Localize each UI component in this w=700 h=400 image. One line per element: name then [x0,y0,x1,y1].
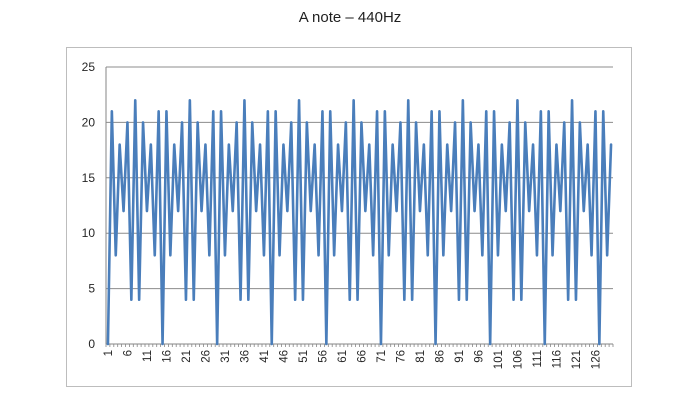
x-tick-label: 1 [103,350,115,356]
y-tick-label: 20 [82,115,96,129]
x-tick-label: 76 [395,350,407,363]
x-tick-label: 21 [181,350,193,363]
y-tick-label: 10 [82,226,96,240]
x-tick-label: 61 [337,350,349,363]
x-tick-label: 26 [200,350,212,363]
x-tick-label: 6 [122,350,134,356]
x-tick-label: 116 [551,350,563,368]
chart-title: A note – 440Hz [298,9,402,26]
x-axis: 1 6 11 16 21 26 31 36 41 46 51 56 61 66 71 76 81 86 91 96 10… [103,344,614,369]
x-tick-label: 121 [571,350,583,369]
y-tick-label: 5 [88,282,95,296]
x-tick-label: 106 [512,350,524,369]
x-tick-label: 31 [220,350,232,363]
x-tick-label: 81 [415,350,427,363]
x-tick-label: 126 [590,350,602,369]
series-line [106,98,613,346]
y-tick-label: 25 [82,60,96,74]
x-tick-label: 91 [454,350,466,363]
x-tick-label: 71 [376,350,388,363]
y-tick-label: 15 [82,171,96,185]
x-tick-label: 41 [259,350,271,363]
x-tick-label: 11 [142,350,154,362]
x-tick-label: 101 [493,350,505,369]
series [106,98,613,346]
x-tick-label: 46 [278,350,290,363]
x-tick-label: 36 [239,350,251,363]
x-tick-label: 16 [161,350,173,363]
y-tick-label: 0 [88,337,95,351]
x-tick-label: 56 [317,350,329,363]
x-tick-label: 51 [298,350,310,363]
x-tick-label: 96 [473,350,485,363]
x-tick-label: 66 [356,350,368,363]
x-tick-label: 86 [434,350,446,363]
y-axis: 0 5 10 15 20 25 [82,60,107,351]
x-tick-label: 111 [532,350,544,367]
